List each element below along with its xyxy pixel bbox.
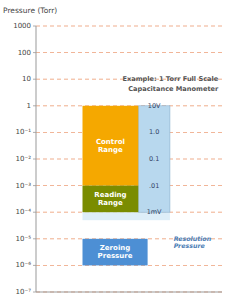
grid-line xyxy=(36,52,222,53)
annotation: ResolutionPressure xyxy=(174,234,212,249)
range-label: ReadingRange xyxy=(94,191,126,207)
marks xyxy=(83,106,170,266)
y-tick-label: 10⁻³ xyxy=(16,182,32,190)
y-tick xyxy=(33,52,36,53)
y-tick xyxy=(33,212,36,213)
y-tick-label: 10⁻¹ xyxy=(16,128,32,136)
y-tick xyxy=(33,105,36,106)
chart: ControlRange ReadingRange ZeroingPressure 1… xyxy=(0,0,225,300)
output-label: 10V xyxy=(148,102,161,110)
output-range xyxy=(138,106,170,212)
y-tick xyxy=(33,185,36,186)
range-bar xyxy=(83,106,139,186)
y-tick-label: 10⁻² xyxy=(16,155,32,163)
y-tick xyxy=(33,79,36,80)
y-tick xyxy=(33,26,36,27)
y-tick-label: 100 xyxy=(18,49,31,57)
y-tick-label: 1000 xyxy=(13,22,31,30)
y-tick xyxy=(33,238,36,239)
y-tick-label: 1 xyxy=(27,102,31,110)
output-label: 1.0 xyxy=(149,128,159,136)
y-tick-label: 10 xyxy=(22,75,31,83)
y-axis-label: Pressure (Torr) xyxy=(3,6,57,15)
range-bar xyxy=(83,239,148,266)
range-bar xyxy=(83,186,139,213)
y-tick-label: 10⁻⁷ xyxy=(16,288,32,296)
title: Example: 1 Torr Full Scale xyxy=(122,75,218,83)
y-tick xyxy=(33,159,36,160)
grid xyxy=(36,26,222,292)
subtitle: Capacitance Manometer xyxy=(128,85,219,93)
range-label: ControlRange xyxy=(96,138,125,154)
y-tick xyxy=(33,265,36,266)
y-tick-label: 10⁻⁵ xyxy=(16,235,32,243)
output-label: .01 xyxy=(149,182,159,190)
y-tick-label: 10⁻⁶ xyxy=(16,261,32,269)
x-axis xyxy=(36,292,222,293)
grid-line xyxy=(36,26,222,27)
range-label: ZeroingPressure xyxy=(98,244,133,260)
y-tick xyxy=(33,132,36,133)
grid-line xyxy=(36,292,222,293)
y-tick xyxy=(33,292,36,293)
output-label: 1mV xyxy=(147,208,162,216)
y-tick-label: 10⁻⁴ xyxy=(16,208,32,216)
output-label: 0.1 xyxy=(149,155,159,163)
